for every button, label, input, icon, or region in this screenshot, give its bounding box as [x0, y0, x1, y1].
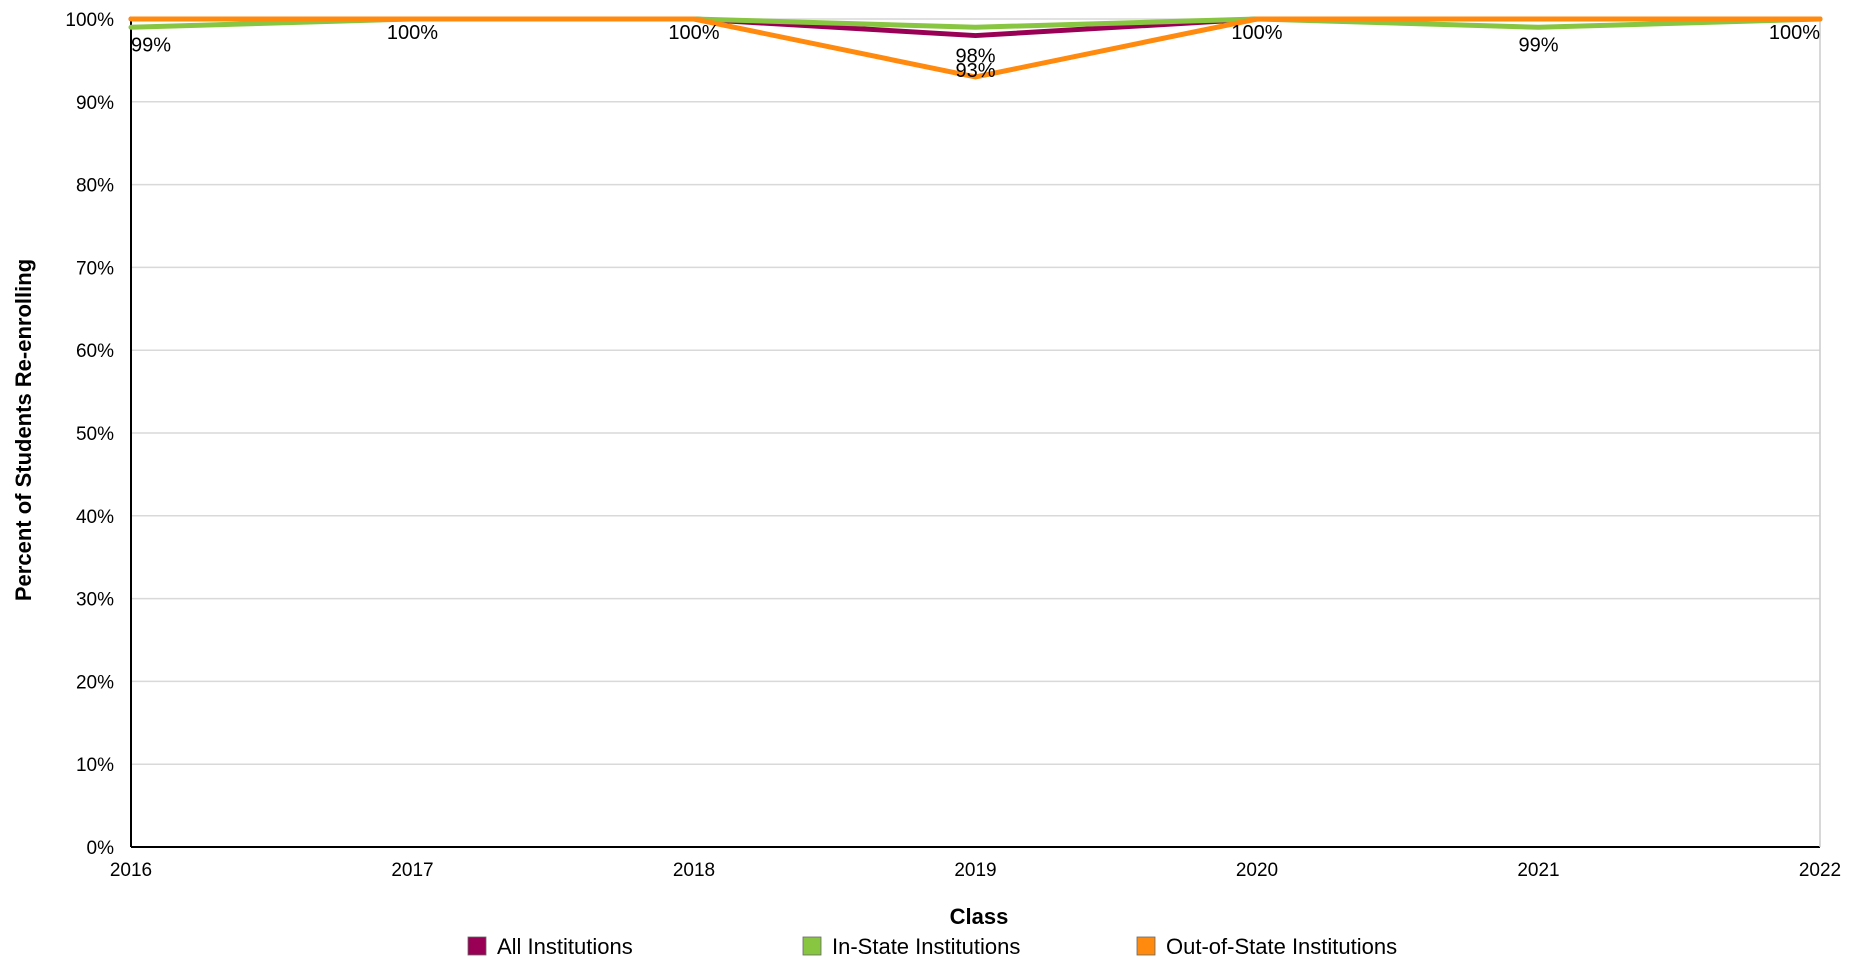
- data-label: 100%: [387, 22, 438, 44]
- x-tick-label: 2017: [391, 860, 433, 881]
- y-axis-title: Percent of Students Re-enrolling: [11, 259, 36, 601]
- legend-label: All Institutions: [497, 934, 633, 959]
- legend-item: Out-of-State Institutions: [1136, 934, 1397, 959]
- y-tick-label: 20%: [76, 672, 114, 693]
- gridlines: [131, 18, 1820, 765]
- y-tick-label: 100%: [65, 10, 114, 31]
- legend-label: Out-of-State Institutions: [1166, 934, 1397, 959]
- y-tick-label: 0%: [87, 838, 115, 859]
- legend-label: In-State Institutions: [832, 934, 1020, 959]
- x-axis-ticks: 2016 2017 2018 2019 2020 2021 2022: [110, 860, 1841, 881]
- y-tick-label: 70%: [76, 258, 114, 279]
- data-label: 99%: [1518, 34, 1558, 56]
- legend-swatch: [467, 936, 487, 956]
- data-label: 100%: [1231, 22, 1282, 44]
- x-axis-title: Class: [950, 904, 1009, 929]
- data-label: 93%: [955, 60, 995, 82]
- data-label: 100%: [668, 22, 719, 44]
- legend-swatch: [802, 936, 822, 956]
- y-tick-label: 80%: [76, 176, 114, 197]
- legend-swatch: [1136, 936, 1156, 956]
- y-axis-ticks: 0% 10% 20% 30% 40% 50% 60% 70% 80% 90% 100%: [65, 10, 114, 859]
- x-tick-label: 2020: [1236, 860, 1278, 881]
- x-tick-label: 2018: [673, 860, 715, 881]
- y-tick-label: 50%: [76, 424, 114, 445]
- data-labels: 99% 100% 100% 98%93% 100% 99% 100%: [131, 22, 1820, 82]
- x-tick-label: 2022: [1799, 860, 1841, 881]
- y-tick-label: 10%: [76, 755, 114, 776]
- series-line-out-of-state-institutions: [128, 16, 1823, 80]
- legend-item: In-State Institutions: [802, 934, 1020, 959]
- y-tick-label: 90%: [76, 93, 114, 114]
- x-tick-label: 2019: [954, 860, 996, 881]
- x-tick-label: 2021: [1517, 860, 1559, 881]
- x-tick-label: 2016: [110, 860, 152, 881]
- y-tick-label: 30%: [76, 590, 114, 611]
- legend-item: All Institutions: [467, 934, 633, 959]
- data-label: 100%: [1769, 22, 1820, 44]
- data-label: 99%: [131, 34, 171, 56]
- legend: All Institutions In-State Institutions Out…: [467, 934, 1397, 959]
- axes: [130, 19, 1821, 848]
- y-tick-label: 60%: [76, 341, 114, 362]
- series-lines: [128, 16, 1823, 80]
- data-label: 98%: [955, 46, 995, 68]
- y-tick-label: 40%: [76, 507, 114, 528]
